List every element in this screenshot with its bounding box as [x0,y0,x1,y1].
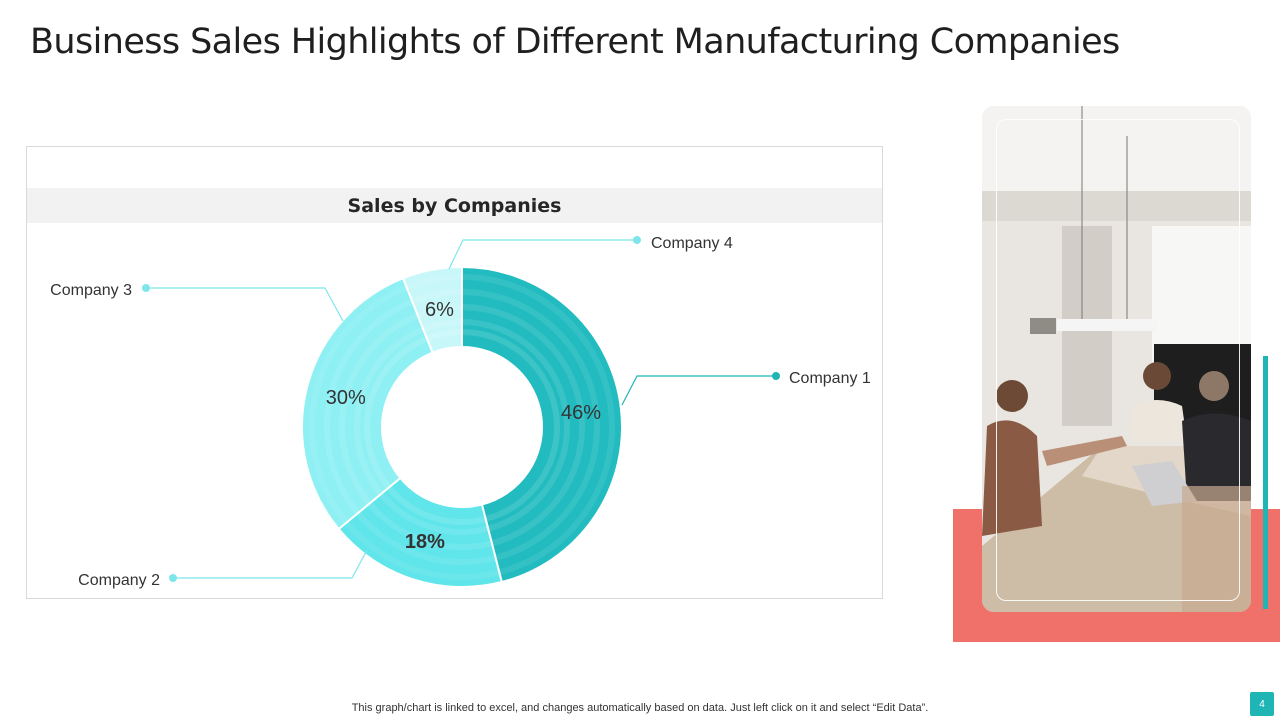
category-label-1: Company 1 [789,370,871,387]
accent-side-bar [1263,356,1268,609]
donut-ring-shade [367,501,493,550]
footnote: This graph/chart is linked to excel, and… [351,702,929,714]
donut-ring-shade [355,511,497,565]
data-label-3: 30% [326,387,366,409]
slide-title: Business Sales Highlights of Different M… [30,22,1120,62]
callout-line-1 [621,375,776,406]
donut-ring-shade [461,329,560,522]
donut-ring-shade [461,289,600,561]
category-label-2: Company 2 [78,572,160,589]
chart-title: Sales by Companies [347,194,562,217]
donut-ring-shade [354,326,425,496]
donut-ring-shade [378,492,489,535]
meeting-photo [982,106,1251,612]
donut-ring-shade [461,304,585,547]
data-label-1: 46% [561,402,601,424]
callout-dot-2 [169,574,177,582]
callout-dot-4 [633,236,641,244]
donut-ring-shade [339,312,419,506]
donut-ring-shade [461,274,615,576]
donut-ring-shade [364,335,429,490]
page-number-badge: 4 [1250,692,1274,716]
donut-ring-shade [324,298,414,515]
data-label-2: 18% [405,531,445,553]
callout-line-4 [448,239,637,270]
donut-slice-3[interactable] [301,276,434,531]
photo-frame-outline [996,119,1240,601]
category-label-3: Company 3 [50,282,132,299]
donut-slice-4[interactable] [401,265,463,354]
callout-line-3 [146,287,344,322]
donut-ring-shade [422,319,463,333]
donut-ring-shade [386,485,487,525]
meeting-photo-illustration [982,106,1251,612]
donut-slice-1[interactable] [461,265,623,584]
donut-ring-shade [425,329,463,342]
donut-slice-2[interactable] [337,476,504,588]
callout-dot-3 [142,284,150,292]
donut-ring-shade [461,319,570,532]
callout-dot-1 [772,372,780,380]
data-label-4: 6% [425,299,454,321]
chart-panel[interactable]: Sales by Companies 46% Company 1 18% Compan… [26,146,883,599]
chart-title-band: Sales by Companies [27,188,882,223]
donut-ring-shade [411,289,463,305]
category-label-4: Company 4 [651,235,733,252]
donut-ring-shade [405,274,463,291]
donut-ring-shade [344,520,501,580]
donut-ring-shade [309,284,408,525]
donut-chart[interactable]: 46% Company 1 18% Company 2 30% Company 3 6% Co… [27,147,882,598]
donut-ring-shade [416,304,463,319]
callout-line-2 [173,549,368,579]
